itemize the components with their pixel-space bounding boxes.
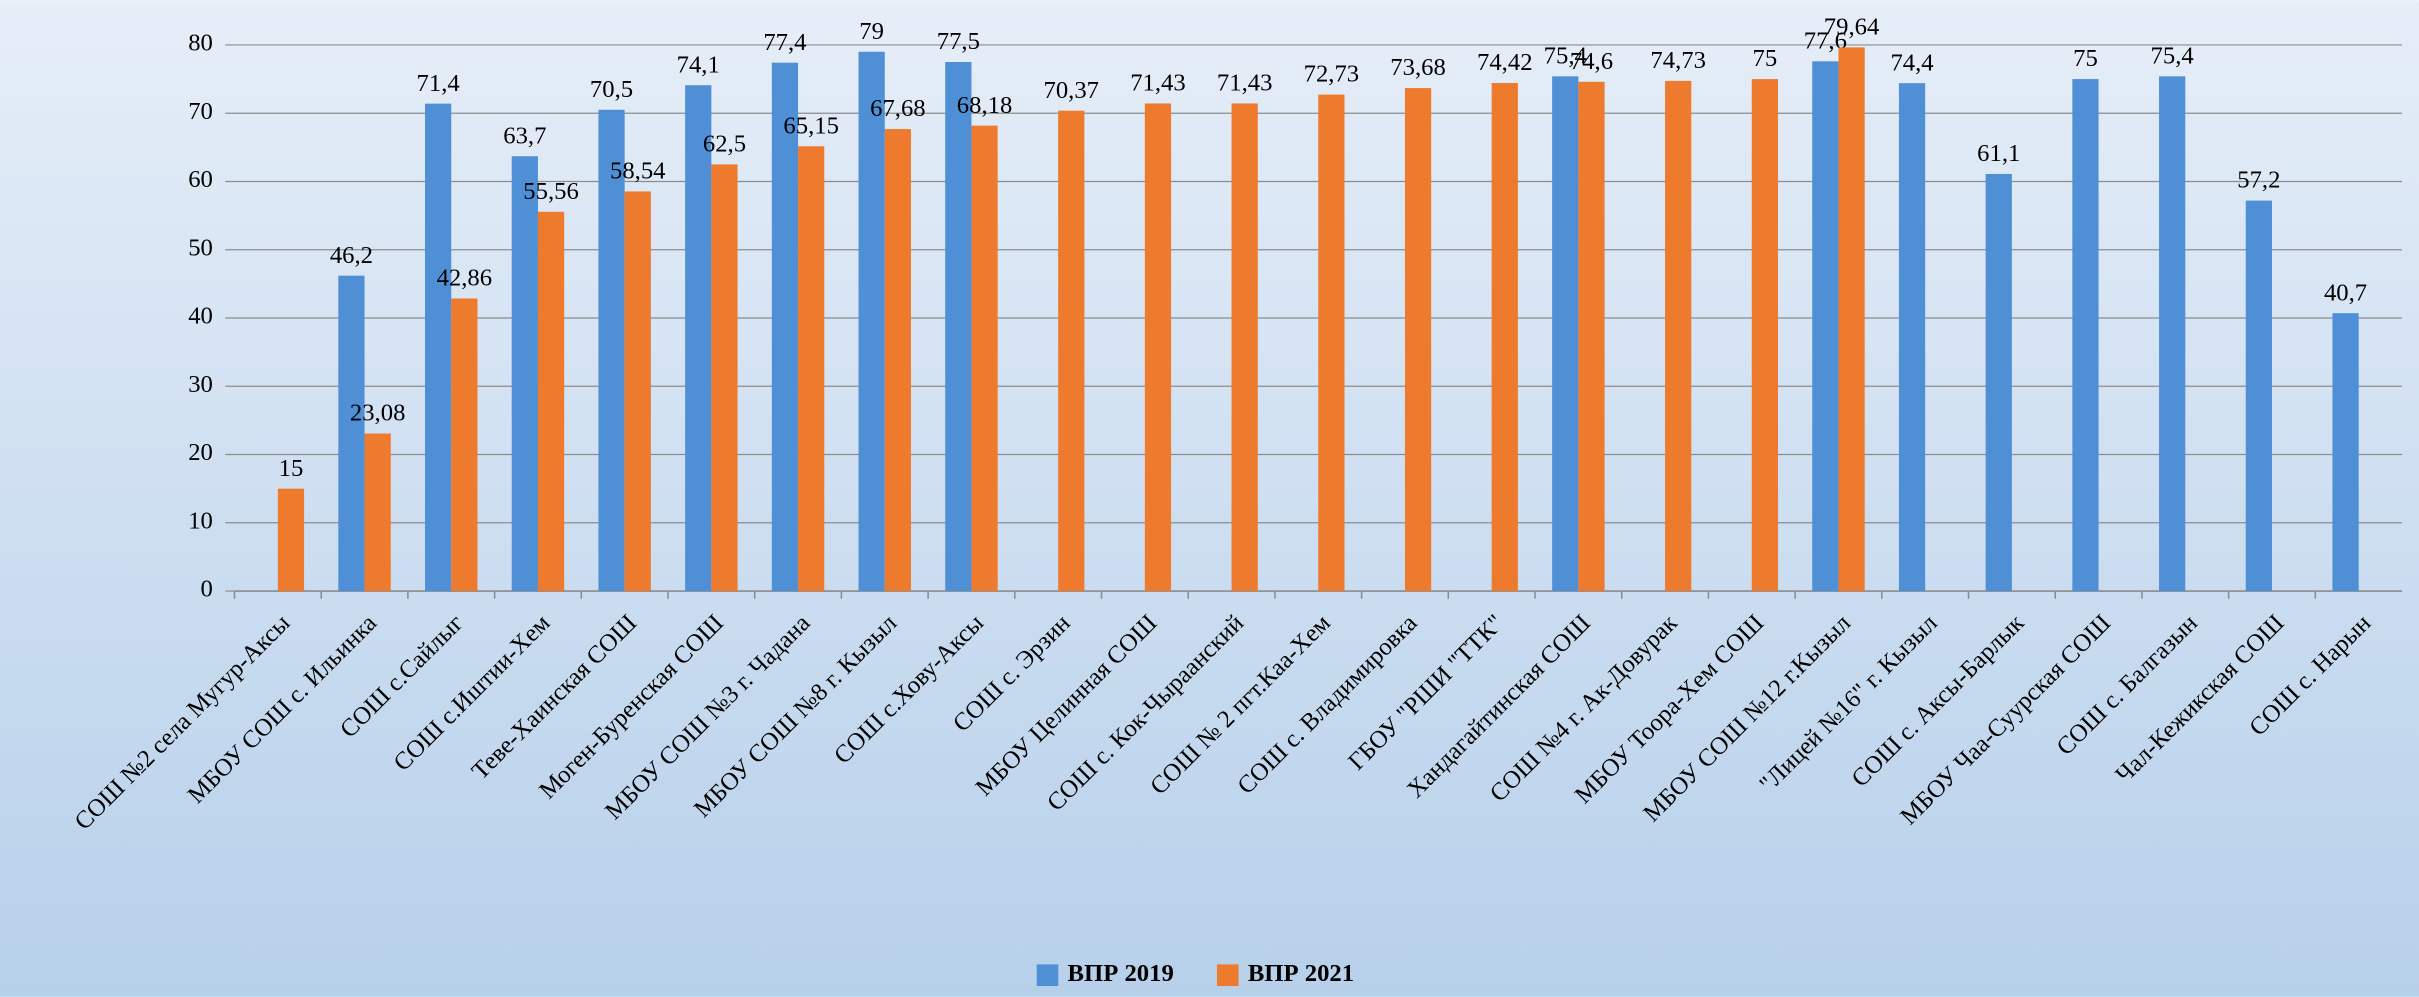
data-label: 75 bbox=[2073, 45, 2098, 72]
bar bbox=[858, 51, 885, 592]
bar bbox=[1665, 80, 1692, 592]
y-tick-label: 60 bbox=[188, 166, 213, 193]
bar bbox=[598, 109, 625, 592]
bar bbox=[884, 129, 911, 592]
data-label: 42,86 bbox=[437, 265, 493, 292]
data-label: 74,1 bbox=[677, 51, 720, 78]
bar bbox=[945, 62, 972, 592]
bar bbox=[1898, 83, 1926, 592]
bar bbox=[771, 62, 799, 592]
bar bbox=[2245, 200, 2272, 592]
bar bbox=[1838, 47, 1865, 592]
bar bbox=[1751, 79, 1778, 592]
data-label: 74,42 bbox=[1477, 49, 1533, 76]
bar bbox=[1985, 173, 2012, 592]
bar bbox=[1318, 94, 1345, 592]
data-label: 75 bbox=[1753, 45, 1778, 72]
data-label: 67,68 bbox=[870, 95, 926, 122]
y-tick-label: 50 bbox=[188, 234, 213, 261]
data-label: 40,7 bbox=[2324, 279, 2367, 306]
data-label: 74,4 bbox=[1890, 49, 1933, 76]
data-label: 63,7 bbox=[503, 122, 546, 149]
data-label: 77,5 bbox=[937, 28, 980, 55]
bar bbox=[451, 298, 478, 592]
bar bbox=[1491, 83, 1518, 592]
legend-swatch bbox=[1036, 964, 1059, 987]
bar bbox=[1578, 81, 1605, 592]
y-tick-label: 30 bbox=[188, 371, 213, 398]
bar bbox=[1058, 110, 1085, 592]
y-tick-label: 20 bbox=[188, 439, 213, 466]
data-label: 15 bbox=[279, 455, 304, 482]
data-label: 57,2 bbox=[2237, 167, 2280, 194]
data-label: 58,54 bbox=[610, 158, 666, 185]
data-label: 70,37 bbox=[1044, 77, 1100, 104]
data-label: 71,4 bbox=[417, 70, 460, 97]
bar bbox=[685, 85, 712, 592]
data-label: 77,4 bbox=[763, 29, 806, 56]
data-label: 71,43 bbox=[1130, 70, 1186, 97]
data-label: 71,43 bbox=[1217, 70, 1273, 97]
data-label: 65,15 bbox=[783, 112, 839, 139]
y-tick-label: 0 bbox=[201, 576, 213, 603]
bar bbox=[1404, 88, 1432, 592]
bar bbox=[971, 125, 998, 592]
data-label: 72,73 bbox=[1304, 61, 1360, 88]
data-label: 61,1 bbox=[1977, 140, 2020, 167]
bar bbox=[711, 164, 738, 592]
data-label: 74,73 bbox=[1650, 47, 1706, 74]
bar bbox=[364, 433, 391, 592]
bar bbox=[1812, 61, 1839, 592]
legend-label: ВПР 2019 bbox=[1068, 960, 1174, 987]
bar bbox=[1231, 103, 1258, 592]
bar bbox=[511, 156, 538, 592]
data-label: 75,4 bbox=[1544, 42, 1587, 69]
bar bbox=[798, 146, 825, 592]
bar bbox=[338, 275, 365, 592]
bar bbox=[2159, 76, 2186, 592]
data-label: 23,08 bbox=[350, 400, 406, 427]
data-label: 74,6 bbox=[1570, 48, 1613, 75]
data-label: 73,68 bbox=[1390, 54, 1446, 81]
bar bbox=[624, 191, 651, 592]
y-tick-label: 10 bbox=[188, 507, 213, 534]
legend-label: ВПР 2021 bbox=[1248, 960, 1354, 987]
legend-swatch bbox=[1216, 964, 1239, 987]
data-label: 62,5 bbox=[703, 131, 746, 158]
data-label: 75,4 bbox=[2151, 42, 2194, 69]
data-label: 55,56 bbox=[523, 178, 579, 205]
bar bbox=[2332, 313, 2359, 592]
bar bbox=[537, 211, 565, 592]
y-tick-label: 80 bbox=[188, 30, 213, 57]
data-label: 70,5 bbox=[590, 76, 633, 103]
y-tick-label: 70 bbox=[188, 98, 213, 125]
bar bbox=[2072, 79, 2099, 592]
bar bbox=[1552, 76, 1579, 592]
data-label: 79,64 bbox=[1824, 14, 1880, 41]
data-label: 68,18 bbox=[957, 92, 1013, 119]
bar bbox=[1144, 103, 1172, 592]
y-tick-label: 40 bbox=[188, 303, 213, 330]
bar bbox=[425, 103, 452, 592]
bar bbox=[277, 488, 305, 592]
data-label: 46,2 bbox=[330, 242, 373, 269]
data-label: 79 bbox=[859, 18, 884, 45]
